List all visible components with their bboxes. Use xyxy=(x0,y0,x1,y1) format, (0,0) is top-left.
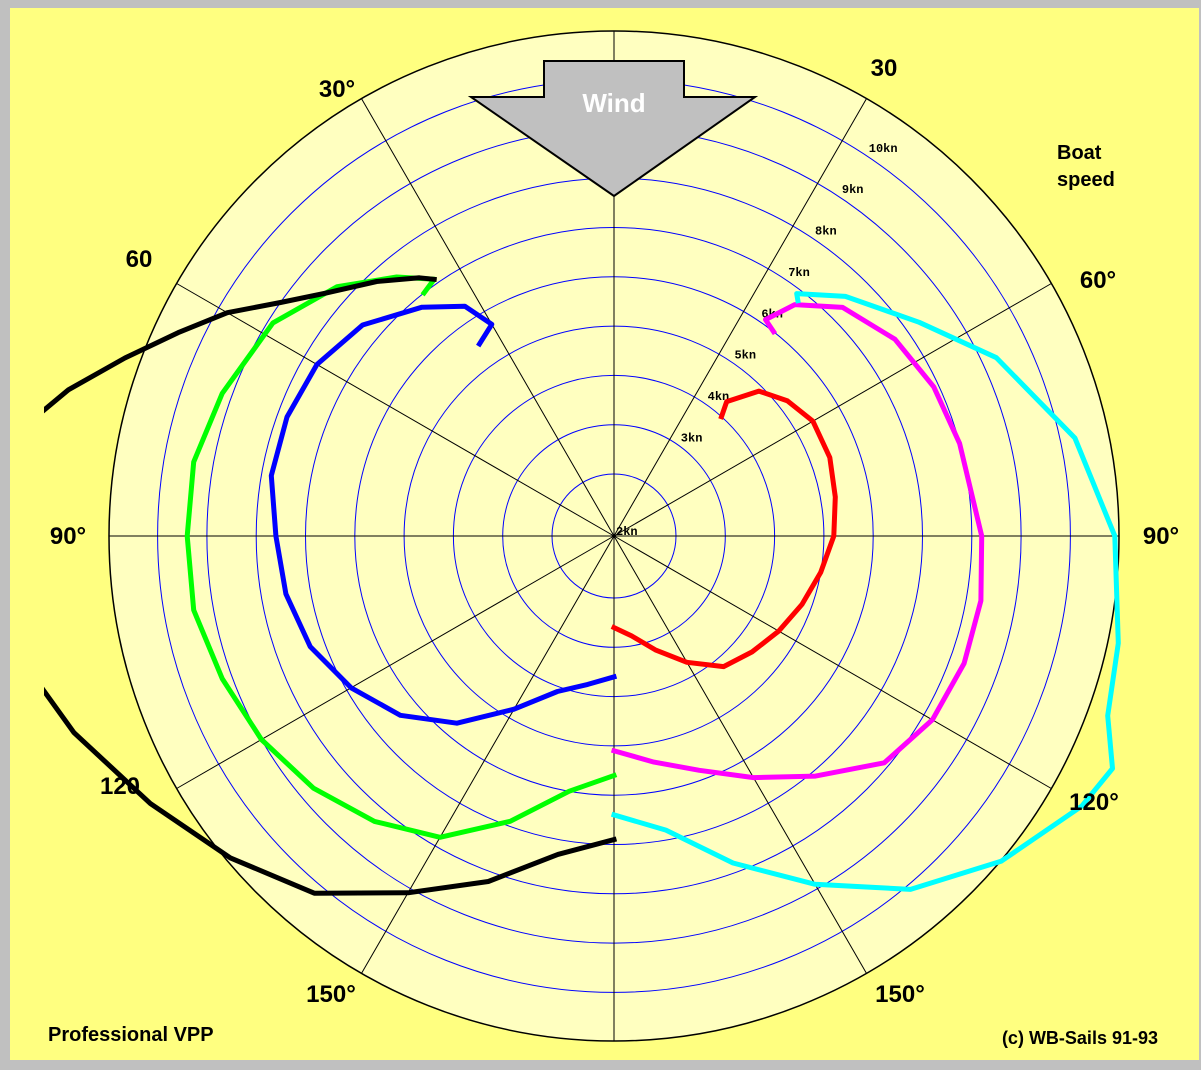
ring-label: 4kn xyxy=(708,390,730,404)
polar-curve xyxy=(610,388,838,670)
angle-label-left-60: 60 xyxy=(126,246,153,273)
angle-spoke xyxy=(613,98,867,537)
angle-label-right-120: 120° xyxy=(1069,789,1119,816)
angle-label-left-120: 120 xyxy=(100,773,140,800)
polar-curve xyxy=(268,303,618,726)
wind-arrow: Wind xyxy=(467,60,759,198)
ring-label: 5kn xyxy=(734,349,756,363)
angle-spoke xyxy=(176,283,615,537)
angle-label-left-90: 90° xyxy=(50,523,86,550)
ring-label: 8kn xyxy=(815,225,837,239)
boat-speed-label-line2: speed xyxy=(1057,169,1115,191)
angle-spoke xyxy=(613,535,1052,789)
angle-spoke xyxy=(361,98,615,537)
boat-speed-label-line1: Boat xyxy=(1057,142,1102,164)
wind-arrow-shape xyxy=(467,60,759,198)
ring-label: 10kn xyxy=(869,142,898,156)
copyright-label: (c) WB-Sails 91-93 xyxy=(1002,1028,1158,1048)
ring-label: 9kn xyxy=(842,183,864,197)
angle-spoke xyxy=(613,535,867,974)
polar-curve xyxy=(44,275,618,896)
polar-curve xyxy=(610,302,985,781)
polar-curves xyxy=(44,274,1121,896)
angle-spoke xyxy=(176,535,615,789)
ring-label: 2kn xyxy=(616,525,638,539)
ring-label: 3kn xyxy=(681,431,703,445)
angle-spoke xyxy=(613,283,1052,537)
professional-vpp-label: Professional VPP xyxy=(48,1024,214,1046)
wind-label: Wind xyxy=(582,88,645,118)
ring-label: 7kn xyxy=(788,266,810,280)
polar-curve xyxy=(610,291,1121,892)
angle-label-right-30: 30 xyxy=(871,55,898,82)
angle-spoke xyxy=(361,535,615,974)
angle-label-left-30: 30° xyxy=(319,76,355,103)
angle-label-right-150: 150° xyxy=(875,981,925,1008)
angle-label-right-60: 60° xyxy=(1080,267,1116,294)
angle-label-left-150: 150° xyxy=(306,981,356,1008)
angle-label-right-90: 90° xyxy=(1143,523,1179,550)
